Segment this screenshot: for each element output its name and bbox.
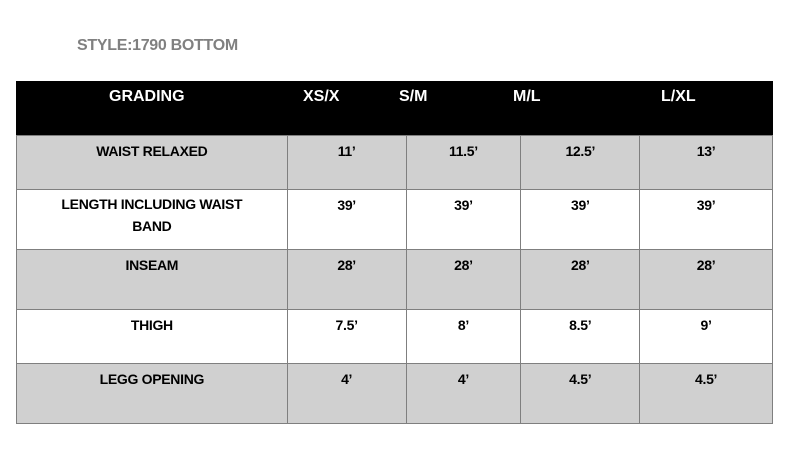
- cell: 4’: [405, 363, 522, 424]
- cell: 39’: [405, 189, 522, 250]
- cell: 39’: [520, 189, 641, 250]
- cell: 28’: [520, 249, 641, 310]
- cell: 28’: [286, 249, 407, 310]
- table-row: INSEAM 28’ 28’ 28’ 28’: [16, 249, 773, 310]
- size-chart-table: WAIST RELAXED 11’ 11.5’ 12.5’ 13’ LENGTH…: [16, 135, 773, 424]
- header-grading: GRADING: [109, 88, 185, 105]
- cell: 12.5’: [520, 135, 641, 190]
- cell: 7.5’: [286, 309, 407, 364]
- row-label: LEGG OPENING: [16, 363, 288, 424]
- cell: 4.5’: [639, 363, 773, 424]
- table-row: WAIST RELAXED 11’ 11.5’ 12.5’ 13’: [16, 135, 773, 190]
- table-row: LEGG OPENING 4’ 4’ 4.5’ 4.5’: [16, 363, 773, 424]
- cell: 39’: [639, 189, 773, 250]
- cell: 28’: [639, 249, 773, 310]
- cell: 8’: [405, 309, 522, 364]
- header-s-m: S/M: [399, 88, 428, 105]
- cell: 8.5’: [520, 309, 641, 364]
- row-label: WAIST RELAXED: [16, 135, 288, 190]
- cell: 4’: [286, 363, 407, 424]
- cell: 11.5’: [405, 135, 522, 190]
- header-l-xl: L/XL: [661, 88, 696, 105]
- cell: 28’: [405, 249, 522, 310]
- cell: 13’: [639, 135, 773, 190]
- table-row: THIGH 7.5’ 8’ 8.5’ 9’: [16, 309, 773, 364]
- table-header: GRADING XS/X S/M M/L L/XL: [16, 81, 773, 135]
- header-xs-x: XS/X: [303, 88, 340, 105]
- cell: 9’: [639, 309, 773, 364]
- cell: 11’: [286, 135, 407, 190]
- row-label: THIGH: [16, 309, 288, 364]
- style-title: STYLE:1790 BOTTOM: [77, 37, 238, 54]
- row-label: INSEAM: [16, 249, 288, 310]
- cell: 39’: [286, 189, 407, 250]
- table-row: LENGTH INCLUDING WAIST BAND 39’ 39’ 39’ …: [16, 189, 773, 250]
- header-m-l: M/L: [513, 88, 541, 105]
- row-label: LENGTH INCLUDING WAIST BAND: [16, 189, 288, 250]
- cell: 4.5’: [520, 363, 641, 424]
